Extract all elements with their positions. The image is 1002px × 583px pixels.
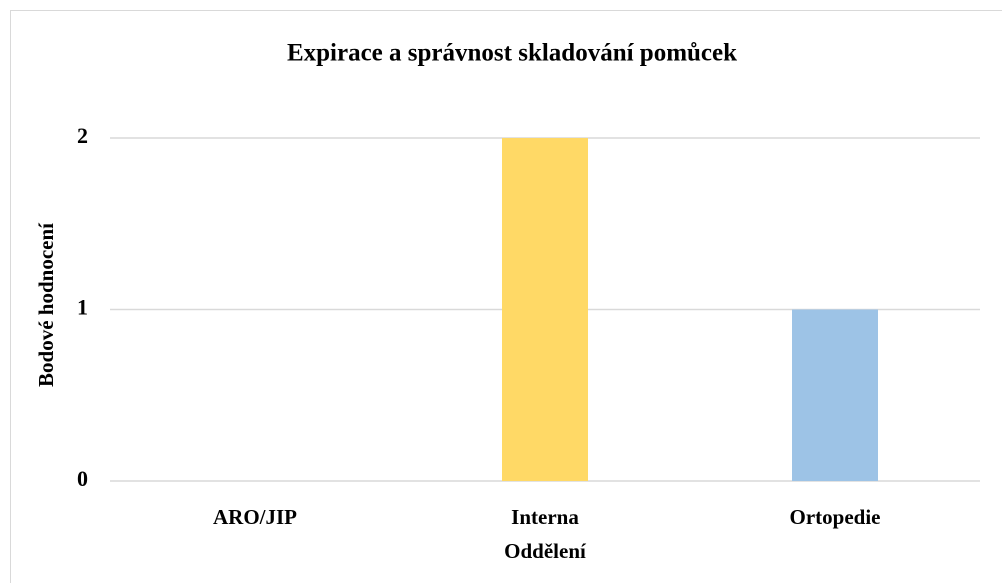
x-tick-label: Ortopedie — [790, 505, 881, 529]
x-axis-label: Oddělení — [504, 539, 587, 563]
y-tick-label: 2 — [77, 123, 88, 148]
y-axis-label: Bodové hodnocení — [34, 222, 58, 387]
bar — [502, 138, 588, 481]
y-tick-label: 1 — [77, 295, 88, 320]
y-tick-label: 0 — [77, 466, 88, 491]
bar — [792, 309, 878, 481]
x-tick-label: Interna — [511, 505, 579, 529]
chart-title: Expirace a správnost skladování pomůcek — [287, 40, 737, 67]
x-tick-label: ARO/JIP — [213, 505, 297, 529]
